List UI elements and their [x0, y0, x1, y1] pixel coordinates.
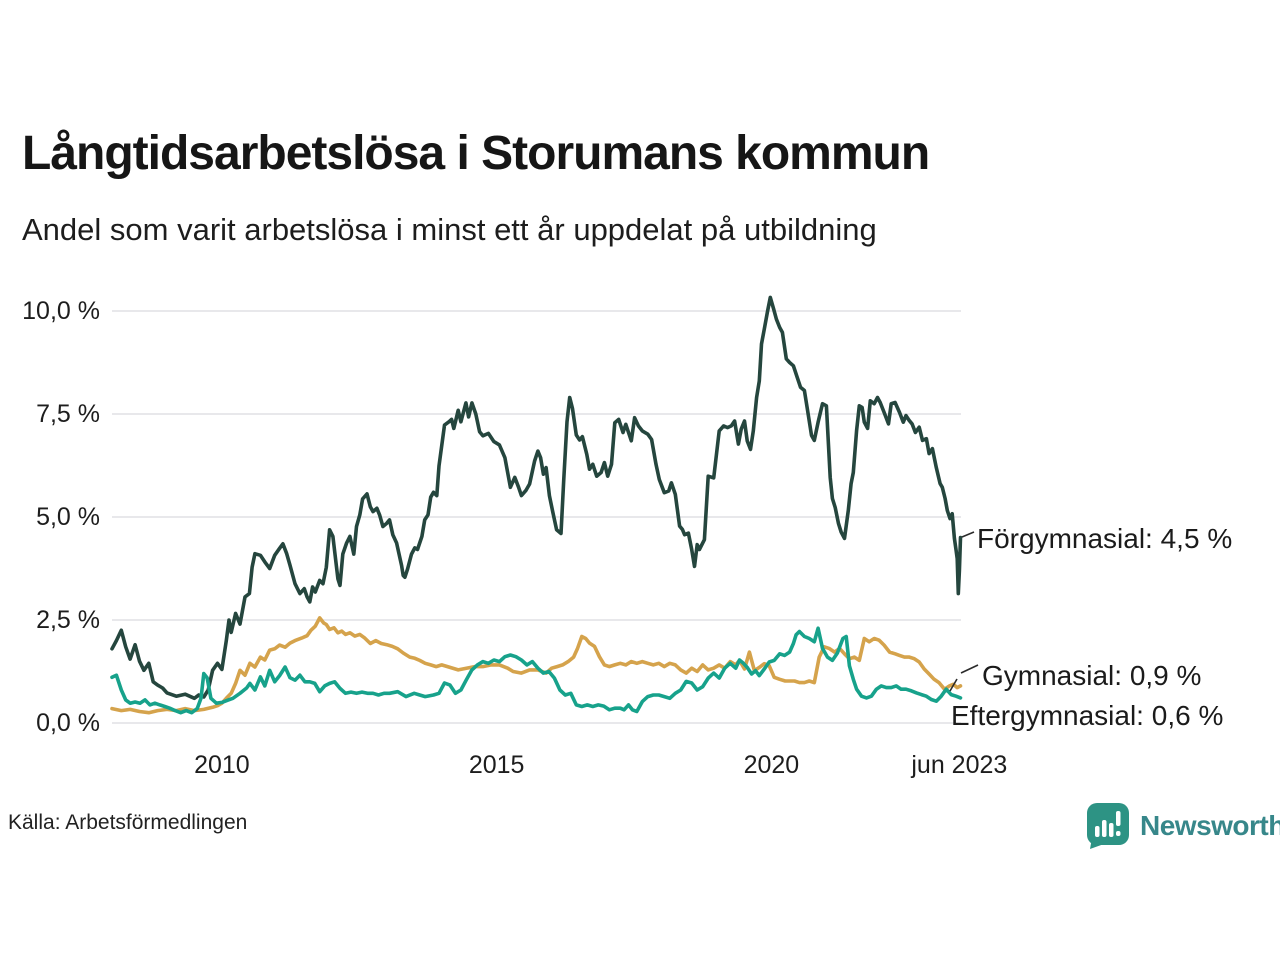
label-connector [960, 664, 979, 674]
x-axis-tick-label: jun 2023 [911, 751, 1008, 779]
label-connector [961, 531, 975, 538]
x-axis-tick-label: 2020 [743, 751, 800, 779]
series-line-förgymnasial [110, 295, 963, 701]
page-subtitle: Andel som varit arbetslösa i minst ett å… [22, 212, 877, 247]
y-axis-tick-label: 2,5 % [36, 606, 100, 634]
series-label-eftergymnasial: Eftergymnasial: 0,6 % [951, 700, 1224, 731]
newsworthy-logo: Newsworthy [1086, 802, 1280, 850]
newsworthy-logo-text: Newsworthy [1140, 810, 1280, 841]
source-attribution: Källa: Arbetsförmedlingen [8, 811, 248, 834]
x-axis-tick-label: 2010 [194, 751, 250, 779]
series-label-gymnasial: Gymnasial: 0,9 % [982, 660, 1202, 691]
y-axis-tick-label: 5,0 % [36, 503, 100, 531]
newsworthy-logo-icon [1087, 803, 1129, 849]
label-connector [949, 678, 958, 692]
series-label-forgymnasial: Förgymnasial: 4,5 % [977, 523, 1233, 554]
y-axis-tick-label: 7,5 % [36, 400, 100, 428]
page-title: Långtidsarbetslösa i Storumans kommun [22, 127, 930, 180]
y-axis-tick-label: 0,0 % [36, 709, 100, 737]
x-axis-tick-label: 2015 [468, 751, 525, 779]
series-line-eftergymnasial [110, 626, 963, 715]
y-axis-tick-label: 10,0 % [22, 297, 100, 325]
